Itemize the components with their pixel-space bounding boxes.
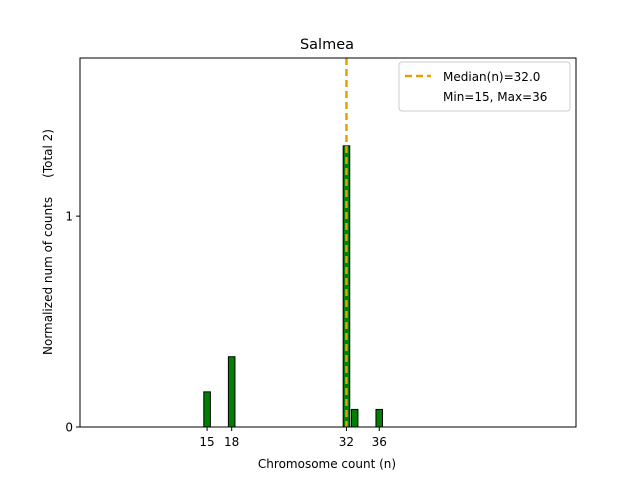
bar [350,408,359,428]
x-tick-label: 32 [339,435,354,449]
legend-box [398,61,571,112]
y-axis-label: Normalized num of counts (Total 2) [41,129,55,355]
bar [375,408,384,428]
x-axis-label: Chromosome count (n) [258,457,396,471]
x-tick-label: 18 [224,435,239,449]
legend: Median(n)=32.0 Min=15, Max=36 [398,61,571,112]
x-tick-label: 15 [199,435,214,449]
plot-frame [79,57,577,428]
y-axis-ticks: 01 [65,210,80,435]
legend-median-label: Median(n)=32.0 [443,70,540,84]
y-tick-label: 0 [65,421,73,435]
chart-title: Salmea [300,37,354,53]
bars [203,145,384,428]
bar [203,391,211,428]
x-axis-ticks: 15 18 32 36 [199,427,387,449]
bar [227,356,236,428]
bar [342,145,351,428]
y-tick-label: 1 [65,210,73,224]
x-tick-label: 36 [372,435,387,449]
legend-range-label: Min=15, Max=36 [443,90,547,104]
